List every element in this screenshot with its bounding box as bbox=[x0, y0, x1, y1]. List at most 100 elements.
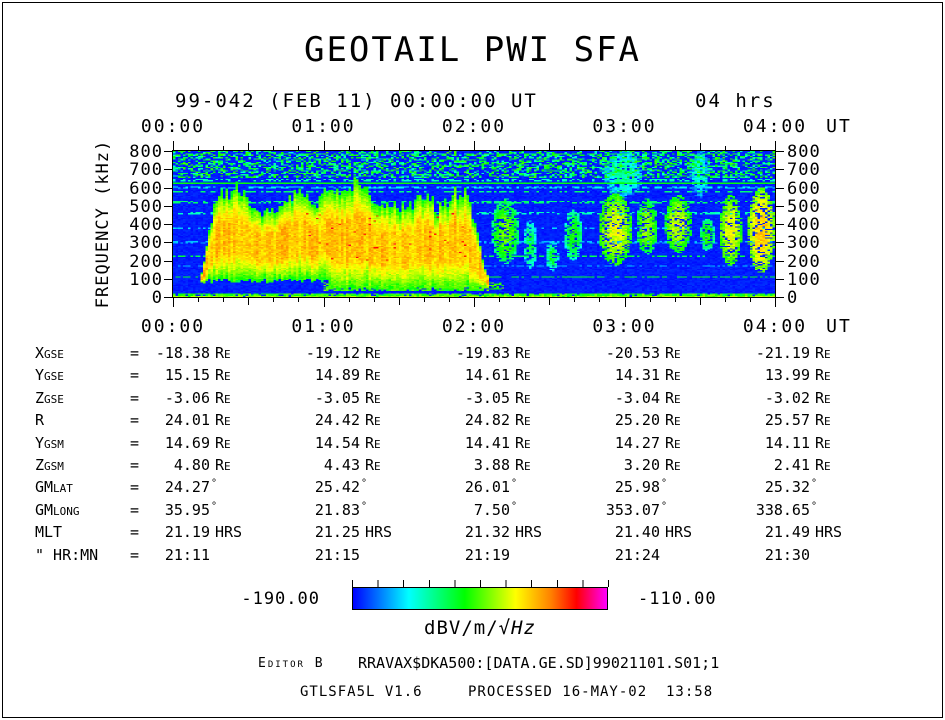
time-tick bbox=[649, 146, 651, 150]
table-cell: 21.40 HRS bbox=[582, 523, 692, 541]
table-cell: 25.32° bbox=[732, 478, 817, 496]
time-axis-unit: UT bbox=[826, 316, 852, 337]
time-tick-label: 01:00 bbox=[291, 316, 356, 337]
table-cell: 338.65° bbox=[732, 501, 817, 519]
spectrogram-plot-area bbox=[164, 141, 784, 307]
time-tick bbox=[348, 146, 350, 150]
freq-tick bbox=[164, 187, 172, 189]
cell-value: -20.53 bbox=[605, 344, 660, 362]
time-tick bbox=[724, 146, 726, 150]
cell-unit: Re bbox=[365, 456, 381, 474]
time-tick-label: 03:00 bbox=[592, 316, 657, 337]
cell-unit: Re bbox=[815, 433, 831, 452]
table-cell: -3.02 Re bbox=[732, 389, 831, 407]
time-tick bbox=[724, 298, 726, 302]
colorbar-unit-hz: Hz bbox=[511, 617, 536, 639]
time-tick bbox=[373, 298, 375, 302]
equals-sign: = bbox=[130, 433, 140, 452]
cell-unit: Re bbox=[215, 366, 231, 385]
cell-value: -3.04 bbox=[614, 388, 660, 407]
row-label: Ygse bbox=[35, 366, 64, 385]
cell-unit: Re bbox=[665, 366, 681, 385]
table-cell: 21.19 HRS bbox=[132, 523, 242, 541]
time-tick bbox=[624, 298, 626, 307]
time-tick bbox=[423, 298, 425, 302]
cell-value: 4.80 bbox=[173, 456, 210, 474]
cell-unit: Re bbox=[515, 433, 531, 452]
row-label: GMlat bbox=[35, 478, 73, 497]
table-cell: 21:30 bbox=[732, 546, 810, 564]
cell-value: -19.83 bbox=[455, 344, 510, 362]
table-row: Ygsm = 14.69 Re 14.54 Re 14.41 Re 14.27 Re 14.11 Re bbox=[35, 434, 910, 454]
cell-unit: Re bbox=[515, 366, 531, 385]
colorbar-gradient bbox=[352, 587, 608, 610]
table-cell: 25.20 Re bbox=[582, 411, 681, 429]
cell-value: 3.88 bbox=[473, 456, 510, 474]
table-cell: 14.41 Re bbox=[432, 434, 531, 452]
equals-sign: = bbox=[130, 523, 140, 542]
table-row: Zgse = -3.06 Re -3.05 Re -3.05 Re -3.04 Re -3.02 Re bbox=[35, 389, 910, 409]
freq-tick-label: 300 bbox=[129, 233, 163, 254]
cell-value: 3.20 bbox=[623, 456, 660, 474]
page-title: GEOTAIL PWI SFA bbox=[303, 30, 642, 70]
freq-tick bbox=[164, 278, 172, 280]
row-label: Ygsm bbox=[35, 433, 64, 452]
cell-unit: Re bbox=[815, 344, 831, 362]
table-cell: 21:19 bbox=[432, 546, 510, 564]
equals-sign: = bbox=[130, 344, 140, 362]
cell-value: 14.54 bbox=[314, 433, 360, 452]
time-tick-label: 03:00 bbox=[592, 116, 657, 137]
time-tick-label: 02:00 bbox=[441, 316, 507, 337]
table-cell: 21:15 bbox=[282, 546, 360, 564]
cell-unit: Re bbox=[215, 344, 231, 362]
cell-unit: Re bbox=[515, 388, 531, 407]
table-cell: -3.05 Re bbox=[282, 389, 381, 407]
table-cell: -3.05 Re bbox=[432, 389, 531, 407]
freq-tick-label: 500 bbox=[129, 196, 163, 217]
time-tick bbox=[298, 146, 300, 150]
cell-value: 25.98 bbox=[614, 478, 660, 497]
cell-unit: ° bbox=[211, 500, 218, 512]
cell-value: 14.89 bbox=[314, 366, 360, 385]
table-cell: -20.53 Re bbox=[582, 344, 681, 362]
cell-unit: Re bbox=[815, 388, 831, 407]
time-tick bbox=[574, 146, 576, 150]
time-axis-unit: UT bbox=[826, 116, 852, 137]
colorbar-unit-prefix: dBV/m/√ bbox=[424, 617, 512, 639]
cell-unit: Re bbox=[215, 411, 231, 430]
cell-value: 25.20 bbox=[614, 411, 660, 430]
table-cell: 4.43 Re bbox=[282, 456, 381, 474]
cell-value: 21:15 bbox=[314, 545, 360, 564]
time-tick bbox=[173, 298, 174, 307]
cell-unit: Re bbox=[815, 366, 831, 385]
time-tick bbox=[198, 298, 200, 302]
processed-timestamp: PROCESSED 16-MAY-02 13:58 bbox=[468, 684, 714, 700]
time-tick-label: 02:00 bbox=[441, 116, 507, 137]
cell-unit: Re bbox=[665, 388, 681, 407]
cell-value: 21:11 bbox=[164, 545, 210, 564]
cell-unit: ° bbox=[811, 478, 818, 490]
freq-tick bbox=[776, 297, 784, 298]
freq-tick-label: 700 bbox=[787, 160, 821, 181]
cell-unit: ° bbox=[661, 500, 668, 512]
time-tick-label: 01:00 bbox=[291, 116, 356, 137]
cell-value: 2.41 bbox=[773, 456, 810, 474]
cell-unit: Re bbox=[515, 411, 531, 430]
time-tick bbox=[323, 298, 325, 307]
cell-unit: Re bbox=[215, 456, 231, 474]
time-tick bbox=[223, 298, 225, 302]
time-tick bbox=[448, 298, 450, 302]
cell-value: 14.27 bbox=[614, 433, 660, 452]
cell-unit: HRS bbox=[665, 523, 693, 542]
table-cell: 21.83° bbox=[282, 501, 367, 519]
table-cell: -19.12 Re bbox=[282, 344, 381, 362]
cell-value: 24.82 bbox=[464, 411, 510, 430]
table-cell: 15.15 Re bbox=[132, 366, 231, 384]
data-file-path: RRAVAX$DKA500:[DATA.GE.SD]99021101.S01;1 bbox=[358, 654, 720, 672]
table-cell: 25.98° bbox=[582, 478, 667, 496]
cell-unit: Re bbox=[365, 433, 381, 452]
table-cell: 21.49 HRS bbox=[732, 523, 842, 541]
freq-tick-label: 0 bbox=[787, 288, 799, 308]
equals-sign: = bbox=[130, 545, 140, 564]
cell-value: 21:24 bbox=[614, 545, 660, 564]
